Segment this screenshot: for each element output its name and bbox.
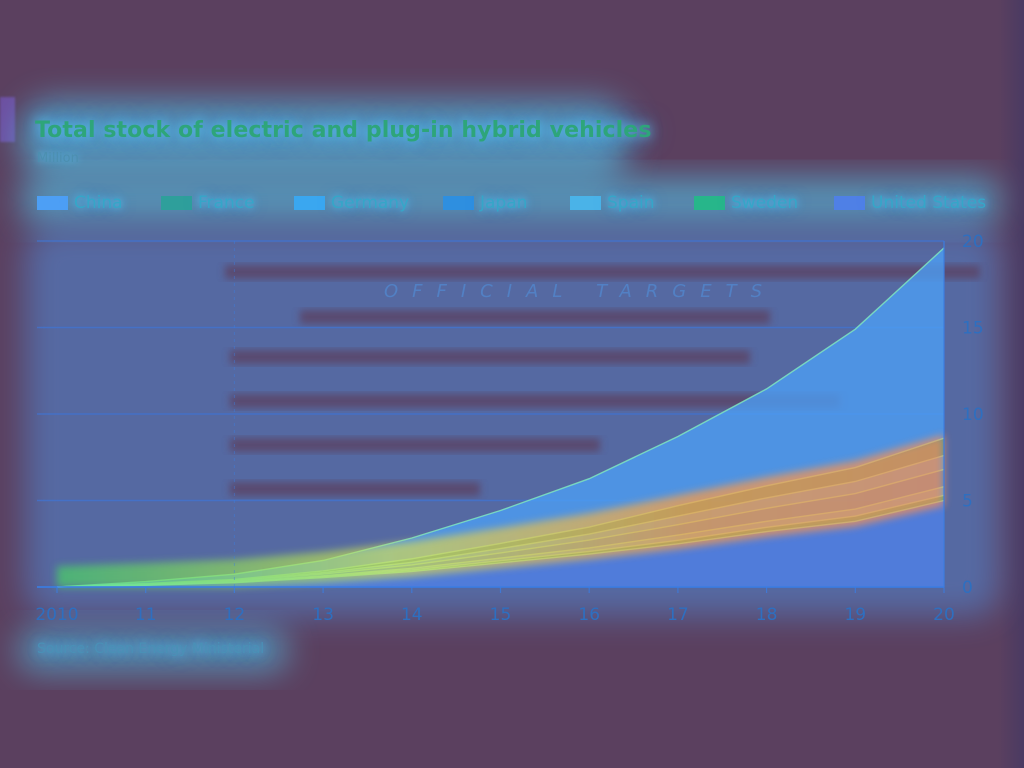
y-tick-label-10: 10 (962, 405, 984, 425)
shadow-band-1 (300, 310, 770, 324)
legend: China France Germany Japan Spain Sweden United… (37, 190, 997, 216)
heat-overlay-band (57, 434, 944, 587)
legend-swatch (694, 196, 725, 210)
legend-item-germany: Germany (294, 190, 409, 216)
legend-label: Sweden (731, 193, 799, 213)
legend-swatch (294, 196, 325, 210)
legend-item-spain: Spain (570, 190, 655, 216)
x-tick-label-11: 11 (135, 605, 157, 625)
x-tick-label-13: 13 (312, 605, 334, 625)
legend-label: France (198, 193, 255, 213)
legend-label: Japan (480, 193, 528, 213)
x-tick-label-20: 20 (933, 605, 955, 625)
source-glow (18, 628, 288, 672)
left-edge-marker (0, 97, 15, 142)
legend-item-japan: Japan (443, 190, 527, 216)
x-tick-label-14: 14 (401, 605, 423, 625)
legend-label: Germany (331, 193, 410, 213)
x-tick-label-19: 19 (844, 605, 866, 625)
legend-item-united-states: United States (834, 190, 986, 216)
legend-glow (20, 178, 1000, 224)
x-tick-label-2010: 2010 (35, 605, 78, 625)
chart-title: Total stock of electric and plug-in hybr… (35, 118, 652, 143)
x-tick-label-15: 15 (490, 605, 512, 625)
official-targets-annotation: OFFICIAL TARGETS (384, 281, 776, 302)
shadow-band-4 (230, 438, 600, 452)
shadow-band-0 (225, 265, 980, 279)
legend-label: United States (871, 193, 987, 213)
legend-label: Spain (607, 193, 655, 213)
chart-unit: Million (37, 151, 79, 166)
shadow-band-3 (230, 394, 840, 408)
legend-swatch (37, 196, 68, 210)
area-china (57, 247, 944, 587)
shadow-band-5 (230, 482, 480, 496)
x-tick-label-17: 17 (667, 605, 689, 625)
x-tick-label-18: 18 (756, 605, 778, 625)
x-tick-label-12: 12 (224, 605, 246, 625)
legend-swatch (161, 196, 192, 210)
legend-item-china: China (37, 190, 123, 216)
title-glow (20, 100, 630, 180)
legend-swatch (834, 196, 865, 210)
y-tick-label-5: 5 (962, 492, 973, 512)
shadow-band-2 (230, 350, 750, 364)
legend-label: China (74, 193, 123, 213)
y-tick-label-15: 15 (962, 319, 984, 339)
legend-swatch (443, 196, 474, 210)
legend-swatch (570, 196, 601, 210)
source-note: Source: Clean Energy Ministerial (37, 641, 265, 657)
legend-item-sweden: Sweden (694, 190, 798, 216)
y-tick-label-0: 0 (962, 578, 973, 598)
y-tick-label-20: 20 (962, 232, 984, 252)
area-united-states (57, 500, 944, 587)
right-edge-shade (998, 0, 1024, 768)
x-tick-label-16: 16 (578, 605, 600, 625)
legend-item-france: France (161, 190, 255, 216)
